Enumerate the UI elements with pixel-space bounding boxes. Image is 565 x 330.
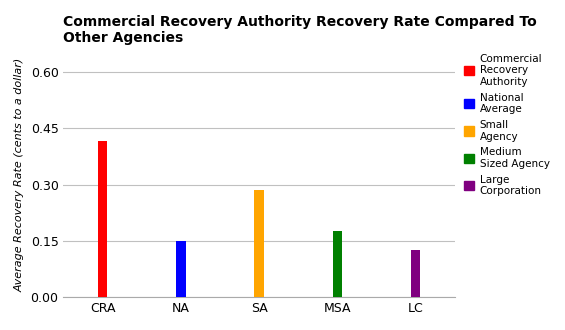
Text: Commercial Recovery Authority Recovery Rate Compared To
Other Agencies: Commercial Recovery Authority Recovery R… xyxy=(63,15,537,45)
Bar xyxy=(98,142,107,297)
Bar xyxy=(254,190,264,297)
Legend: Commercial
Recovery
Authority, National
Average, Small
Agency, Medium
Sized Agen: Commercial Recovery Authority, National … xyxy=(464,54,550,196)
Bar xyxy=(176,241,185,297)
Bar xyxy=(333,231,342,297)
Bar xyxy=(411,250,420,297)
Y-axis label: Average Recovery Rate (cents to a dollar): Average Recovery Rate (cents to a dollar… xyxy=(15,58,25,292)
